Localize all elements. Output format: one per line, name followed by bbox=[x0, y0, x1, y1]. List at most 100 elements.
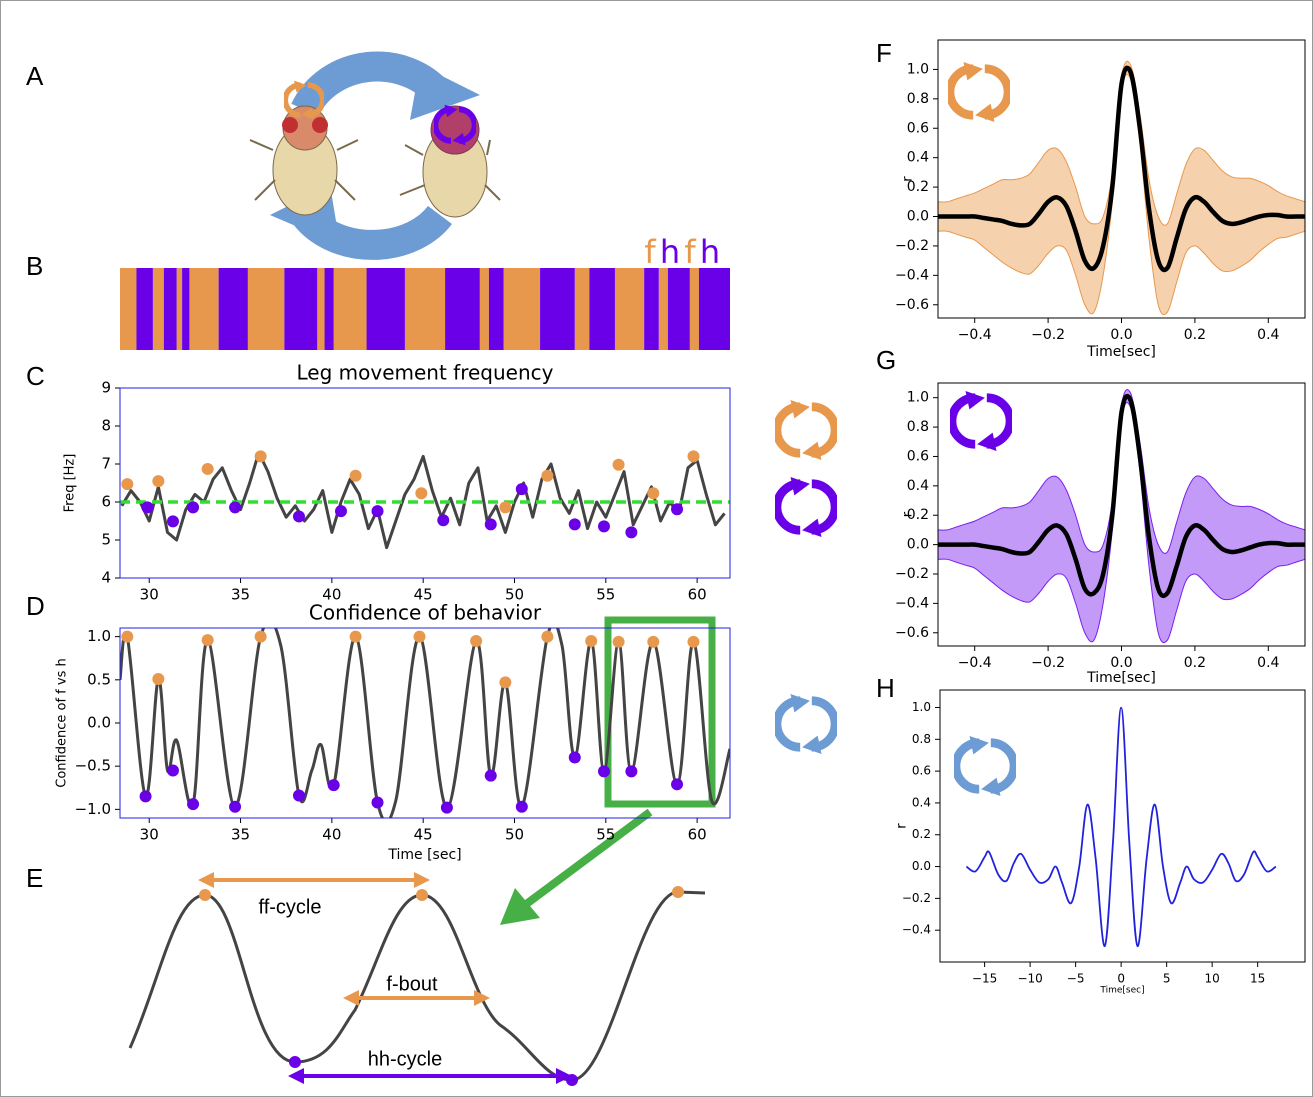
y-tick-label: 9 bbox=[101, 379, 111, 397]
grooming-icon bbox=[777, 400, 835, 460]
behavior-segment bbox=[698, 268, 730, 350]
behavior-segment bbox=[589, 268, 615, 350]
behavior-segment bbox=[284, 268, 318, 350]
y-tick-label: −0.6 bbox=[895, 625, 929, 641]
chart-title: Leg movement frequency bbox=[297, 361, 554, 385]
y-tick-label: 1.0 bbox=[907, 390, 929, 406]
line bbox=[938, 65, 1305, 273]
x-tick-label: 30 bbox=[140, 826, 159, 844]
y-tick-label: 4 bbox=[101, 569, 111, 587]
x-tick-label: −0.2 bbox=[1031, 327, 1065, 343]
legend-entry: h bbox=[660, 233, 680, 271]
panel-label: G bbox=[876, 345, 896, 375]
x-tick-label: 0.2 bbox=[1184, 327, 1206, 343]
chart: −0.4 −0.2 0.0 0.2 0.4 0.6 0.8 1.0 −15 −10 −5 0 5 10 15… bbox=[895, 689, 1306, 996]
behavior-segment bbox=[540, 268, 575, 350]
marker bbox=[499, 676, 512, 689]
marker bbox=[437, 514, 450, 527]
y-tick-label: 0.8 bbox=[912, 732, 931, 746]
x-tick-label: 50 bbox=[505, 826, 524, 844]
annotation: hh-cycle bbox=[368, 1048, 442, 1070]
y-tick-label: 0.2 bbox=[912, 827, 931, 841]
marker bbox=[413, 630, 426, 643]
annotation: f-bout bbox=[386, 973, 438, 995]
y-tick-label: 0.4 bbox=[912, 795, 931, 809]
x-axis-label: Time[sec] bbox=[1099, 986, 1144, 996]
panel-label: F bbox=[876, 38, 892, 68]
y-tick-label: 1.0 bbox=[912, 700, 931, 714]
grooming-icon bbox=[956, 736, 1014, 796]
legend-entry: f bbox=[644, 233, 656, 271]
y-tick-label: 7 bbox=[101, 455, 111, 473]
marker bbox=[541, 630, 554, 643]
y-axis-label: Confidence of f vs h bbox=[55, 658, 70, 787]
marker bbox=[625, 526, 638, 539]
marker bbox=[152, 672, 165, 685]
x-tick-label: −0.4 bbox=[958, 327, 992, 343]
marker bbox=[292, 789, 305, 802]
marker bbox=[687, 635, 700, 648]
y-tick-label: 6 bbox=[101, 493, 111, 511]
behavior-segment bbox=[503, 268, 541, 350]
y-tick-label: 0.4 bbox=[907, 478, 929, 494]
x-tick-label: 10 bbox=[1205, 972, 1220, 986]
axes-frame bbox=[119, 627, 731, 819]
x-tick-label: 45 bbox=[414, 826, 433, 844]
marker bbox=[187, 501, 200, 514]
marker bbox=[612, 635, 625, 648]
marker bbox=[568, 751, 581, 764]
x-axis-label: Time[sec] bbox=[1086, 670, 1156, 686]
x-tick-label: 60 bbox=[688, 586, 707, 604]
behavior-segment bbox=[218, 268, 248, 350]
x-tick-label: −5 bbox=[1067, 972, 1085, 986]
marker bbox=[470, 634, 483, 647]
marker bbox=[597, 765, 610, 778]
behavior-segment bbox=[614, 268, 645, 350]
behavior-segment bbox=[667, 268, 690, 350]
zoom-arrow bbox=[500, 808, 653, 925]
marker bbox=[585, 634, 598, 647]
behavior-segment bbox=[689, 268, 699, 350]
behavior-segment bbox=[152, 268, 164, 350]
x-tick-label: 0.0 bbox=[1110, 655, 1132, 671]
behavior-segment bbox=[445, 268, 480, 350]
marker bbox=[121, 630, 134, 643]
behavior-segment bbox=[658, 268, 668, 350]
x-tick-label: 5 bbox=[1163, 972, 1171, 986]
marker bbox=[201, 462, 214, 475]
behavior-segment bbox=[176, 268, 183, 350]
y-tick-label: 0.4 bbox=[907, 150, 929, 166]
trace-band bbox=[938, 389, 1305, 644]
behavior-segment bbox=[574, 268, 590, 350]
behavior-segment bbox=[120, 268, 137, 350]
panel-label: D bbox=[26, 591, 45, 621]
schematic bbox=[128, 872, 706, 1086]
y-tick-label: 0.2 bbox=[907, 179, 929, 195]
x-tick-label: 55 bbox=[596, 586, 615, 604]
x-tick-label: 35 bbox=[231, 586, 250, 604]
marker bbox=[625, 765, 638, 778]
marker bbox=[671, 503, 684, 516]
marker bbox=[541, 469, 554, 482]
x-tick-label: 0.2 bbox=[1184, 655, 1206, 671]
y-tick-label: 0.6 bbox=[912, 764, 931, 778]
marker bbox=[229, 800, 242, 813]
line bbox=[120, 451, 726, 550]
panel-label: C bbox=[26, 361, 45, 391]
marker bbox=[484, 769, 497, 782]
marker bbox=[334, 505, 347, 518]
x-axis-label: Time[sec] bbox=[1086, 344, 1156, 360]
marker bbox=[327, 779, 340, 792]
x-tick-label: 55 bbox=[596, 826, 615, 844]
behavior-segment bbox=[163, 268, 177, 350]
behavior-segment bbox=[644, 268, 659, 350]
marker bbox=[121, 478, 134, 491]
grooming-icon bbox=[777, 477, 835, 537]
grooming-icon bbox=[952, 391, 1010, 451]
axes-frame bbox=[937, 382, 1306, 647]
x-tick-label: 45 bbox=[414, 586, 433, 604]
x-tick-label: −10 bbox=[1017, 972, 1042, 986]
